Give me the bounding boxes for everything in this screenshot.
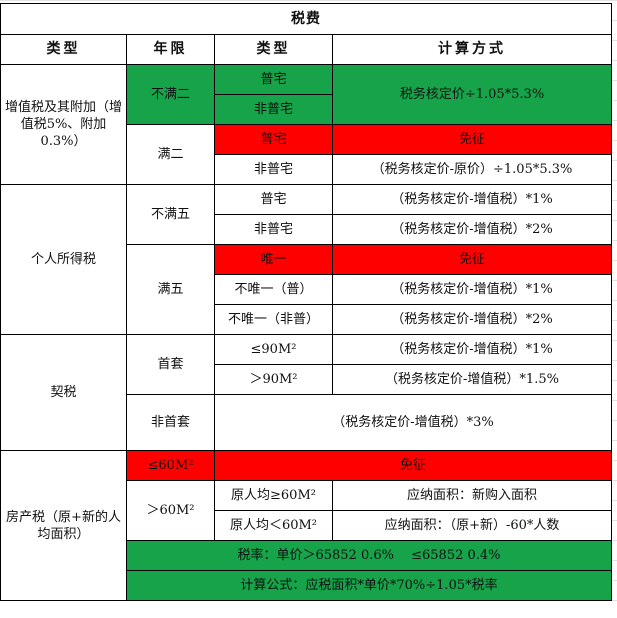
vat-lt2-nonordinary-cell: 非普宅 — [214, 94, 333, 125]
deed-category-cell: 契税 — [0, 334, 127, 451]
pit-category-cell: 个人所得税 — [0, 184, 127, 335]
pit-ge5-cell: 满五 — [126, 244, 215, 335]
pit-only-cell: 唯一 — [214, 244, 333, 275]
pit-notonly-ordinary-formula-cell: （税务核定价-增值税）*1% — [332, 274, 612, 305]
vat-lt2-cell: 不满二 — [126, 64, 215, 125]
deed-large-cell: ＞90M² — [214, 364, 333, 395]
pit-only-formula-cell: 免征 — [332, 244, 612, 275]
vat-ge2-ordinary-cell: 普宅 — [214, 124, 333, 155]
table-title: 税费 — [0, 3, 612, 35]
header-calculation: 计算方式 — [332, 34, 612, 65]
pit-lt5-nonordinary-formula-cell: （税务核定价-增值税）*2% — [332, 214, 612, 245]
vat-ge2-nonordinary-cell: 非普宅 — [214, 154, 333, 185]
vat-lt2-formula-cell: 税务核定价÷1.05*5.3% — [332, 64, 612, 125]
property-formula-cell: 计算公式：应税面积*单价*70%÷1.05*税率 — [126, 570, 612, 601]
pit-notonly-ordinary-cell: 不唯一（普） — [214, 274, 333, 305]
deed-nonfirst-cell: 非首套 — [126, 394, 215, 451]
property-orig-ge-formula-cell: 应纳面积：新购入面积 — [332, 480, 612, 511]
deed-small-formula-cell: （税务核定价-增值税）*1% — [332, 334, 612, 365]
deed-large-formula-cell: （税务核定价-增值税）*1.5% — [332, 364, 612, 395]
property-orig-lt-cell: 原人均＜60M² — [214, 510, 333, 541]
property-rate-cell: 税率：单价＞65852 0.6% ≤65852 0.4% — [126, 540, 612, 571]
pit-lt5-nonordinary-cell: 非普宅 — [214, 214, 333, 245]
pit-lt5-ordinary-formula-cell: （税务核定价-增值税）*1% — [332, 184, 612, 215]
header-category: 类型 — [0, 34, 127, 65]
property-small-formula-cell: 免征 — [214, 450, 612, 481]
vat-lt2-ordinary-cell: 普宅 — [214, 64, 333, 95]
pit-notonly-nonordinary-cell: 不唯一（非普） — [214, 304, 333, 335]
pit-lt5-cell: 不满五 — [126, 184, 215, 245]
tax-fee-table: 税费 类型 年限 类型 计算方式 增值税及其附加（增值税5%、附加0.3%） 不… — [0, 3, 612, 601]
vat-ge2-nonordinary-formula-cell: （税务核定价-原价）÷1.05*5.3% — [332, 154, 612, 185]
header-years: 年限 — [126, 34, 215, 65]
header-type: 类型 — [214, 34, 333, 65]
vat-ge2-cell: 满二 — [126, 124, 215, 185]
deed-small-cell: ≤90M² — [214, 334, 333, 365]
pit-lt5-ordinary-cell: 普宅 — [214, 184, 333, 215]
property-small-cell: ≤60M² — [126, 450, 215, 481]
deed-first-cell: 首套 — [126, 334, 215, 395]
property-large-cell: ＞60M² — [126, 480, 215, 541]
property-orig-ge-cell: 原人均≥60M² — [214, 480, 333, 511]
property-category-cell: 房产税（原+新的人均面积） — [0, 450, 127, 601]
vat-category-cell: 增值税及其附加（增值税5%、附加0.3%） — [0, 64, 127, 185]
deed-nonfirst-formula-cell: （税务核定价-增值税）*3% — [214, 394, 612, 451]
pit-notonly-nonordinary-formula-cell: （税务核定价-增值税）*2% — [332, 304, 612, 335]
vat-ge2-ordinary-formula-cell: 免征 — [332, 124, 612, 155]
property-orig-lt-formula-cell: 应纳面积：（原+新）-60*人数 — [332, 510, 612, 541]
